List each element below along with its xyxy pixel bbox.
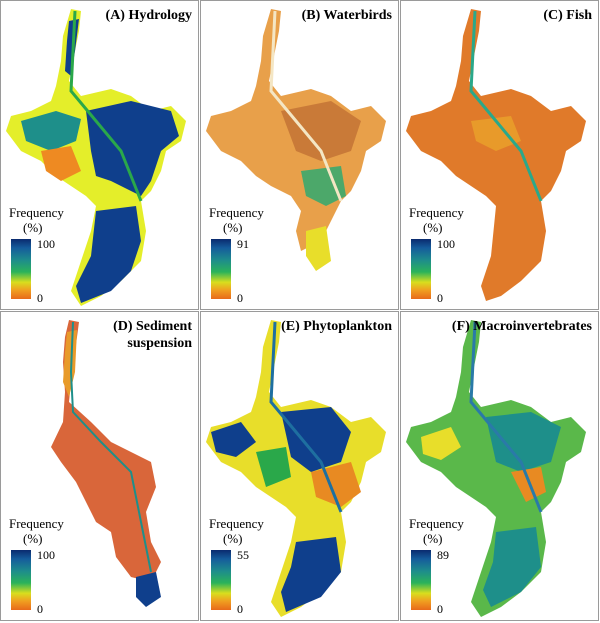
panel-phytoplankton: (E) Phytoplankton Frequency (%) 55 0 (200, 311, 399, 621)
panel-title: (E) Phytoplankton (281, 319, 392, 334)
map-region (406, 9, 586, 301)
colorbar (211, 550, 231, 610)
map-river (69, 10, 143, 202)
legend-label: Frequency (%) (209, 516, 264, 546)
colorbar-max: 100 (37, 237, 55, 251)
map-zone (311, 462, 361, 507)
map-zone (486, 412, 561, 472)
legend-label: Frequency (%) (409, 516, 464, 546)
map-macroinvertebrates (406, 320, 586, 617)
map-river (69, 321, 152, 573)
legend-label: Frequency (%) (409, 205, 464, 235)
colorbar-max: 89 (437, 548, 449, 562)
panel-title: (C) Fish (543, 8, 592, 23)
colorbar (11, 550, 31, 610)
colorbar-max: 100 (37, 548, 55, 562)
map-zone (63, 330, 77, 397)
map-zone (281, 407, 351, 472)
map-zone (483, 527, 541, 607)
panel-title: (A) Hydrology (105, 8, 192, 23)
panel-title: (B) Waterbirds (301, 8, 392, 23)
map-hydrology (6, 9, 186, 306)
map-zone (86, 101, 179, 196)
colorbar-max: 55 (237, 548, 249, 562)
map-zone (76, 206, 141, 303)
colorbar-min: 0 (37, 291, 43, 305)
map-zone (281, 537, 341, 612)
panel-macroinvertebrates: (F) Macroinvertebrates Frequency (%) 89 0 (400, 311, 599, 621)
map-zone (421, 427, 461, 460)
colorbar-max: 91 (237, 237, 249, 251)
map-phytoplankton (206, 320, 386, 617)
map-zone (256, 447, 291, 487)
panel-title: (D) Sediment suspension (113, 319, 192, 351)
map-zone (471, 116, 521, 151)
panel-fish: (C) Fish Frequency (%) 100 0 (400, 0, 599, 310)
colorbar (411, 550, 431, 610)
colorbar-min: 0 (437, 291, 443, 305)
map-zone (41, 146, 81, 181)
map-zone (21, 111, 81, 151)
colorbar (211, 239, 231, 299)
colorbar (11, 239, 31, 299)
panel-title: (F) Macroinvertebrates (451, 319, 592, 334)
panel-sediment-suspension: (D) Sediment suspension Frequency (%) 100 … (0, 311, 199, 621)
panel-hydrology: (A) Hydrology Frequency (%) 100 0 (0, 0, 199, 310)
map-river (269, 10, 343, 202)
map-zone (281, 101, 361, 161)
colorbar-min: 0 (237, 291, 243, 305)
map-zone (136, 572, 161, 607)
map-region (51, 320, 161, 582)
map-zone (301, 166, 346, 206)
colorbar-max: 100 (437, 237, 455, 251)
colorbar-min: 0 (37, 602, 43, 616)
map-river (269, 321, 343, 513)
map-zone (306, 226, 331, 271)
map-sediment-suspension (51, 320, 161, 607)
map-waterbirds (206, 9, 386, 271)
legend-label: Frequency (%) (9, 516, 64, 546)
legend-label: Frequency (%) (9, 205, 64, 235)
map-fish (406, 9, 586, 301)
colorbar-min: 0 (437, 602, 443, 616)
panel-waterbirds: (B) Waterbirds Frequency (%) 91 0 (200, 0, 399, 310)
map-zone (211, 422, 256, 457)
colorbar (411, 239, 431, 299)
colorbar-min: 0 (237, 602, 243, 616)
map-river (469, 321, 543, 513)
map-region (206, 320, 386, 617)
legend-label: Frequency (%) (209, 205, 264, 235)
map-river (469, 10, 543, 202)
map-region (406, 320, 586, 617)
